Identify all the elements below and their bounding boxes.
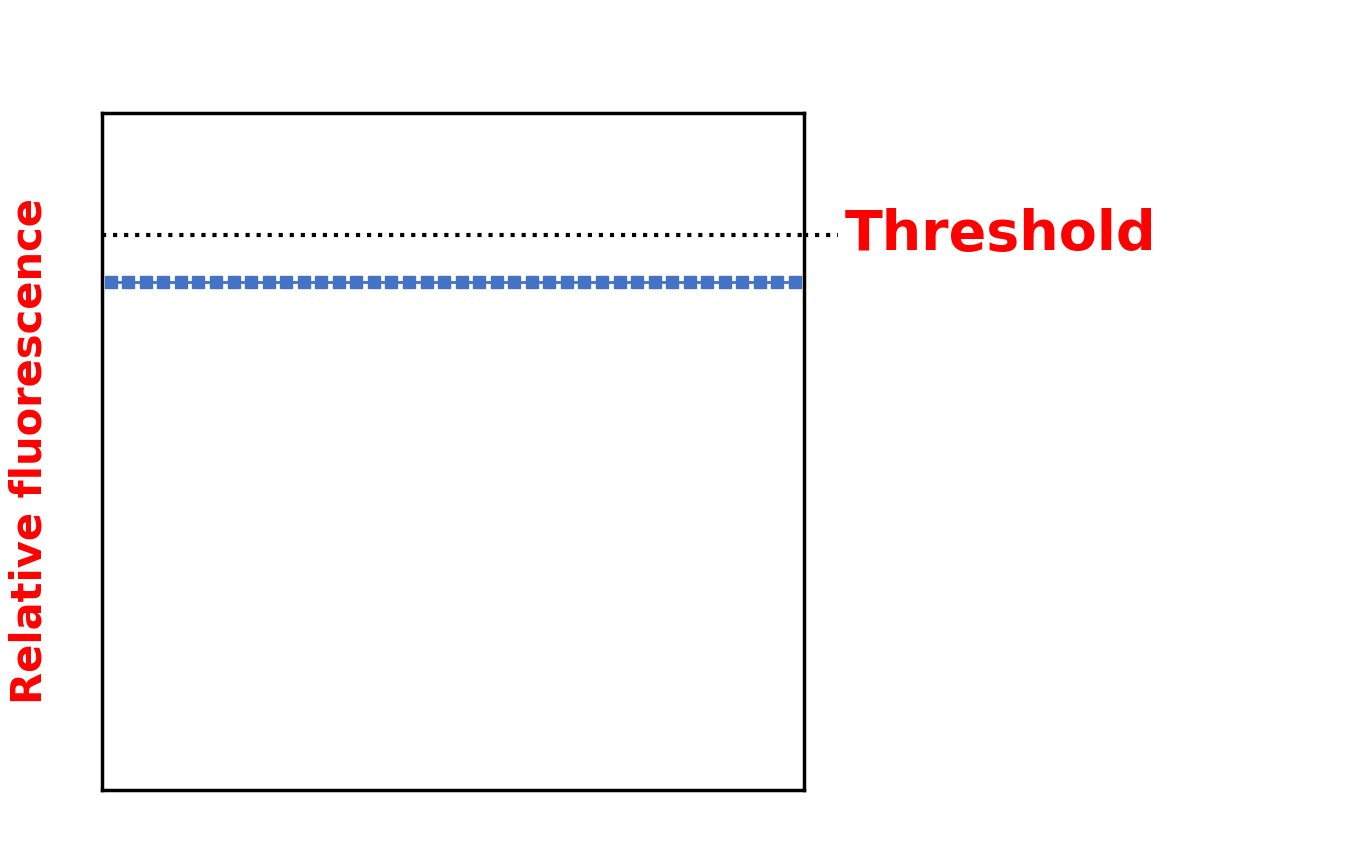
- Text: Threshold: Threshold: [844, 207, 1156, 262]
- Text: Relative fluorescence: Relative fluorescence: [10, 199, 50, 704]
